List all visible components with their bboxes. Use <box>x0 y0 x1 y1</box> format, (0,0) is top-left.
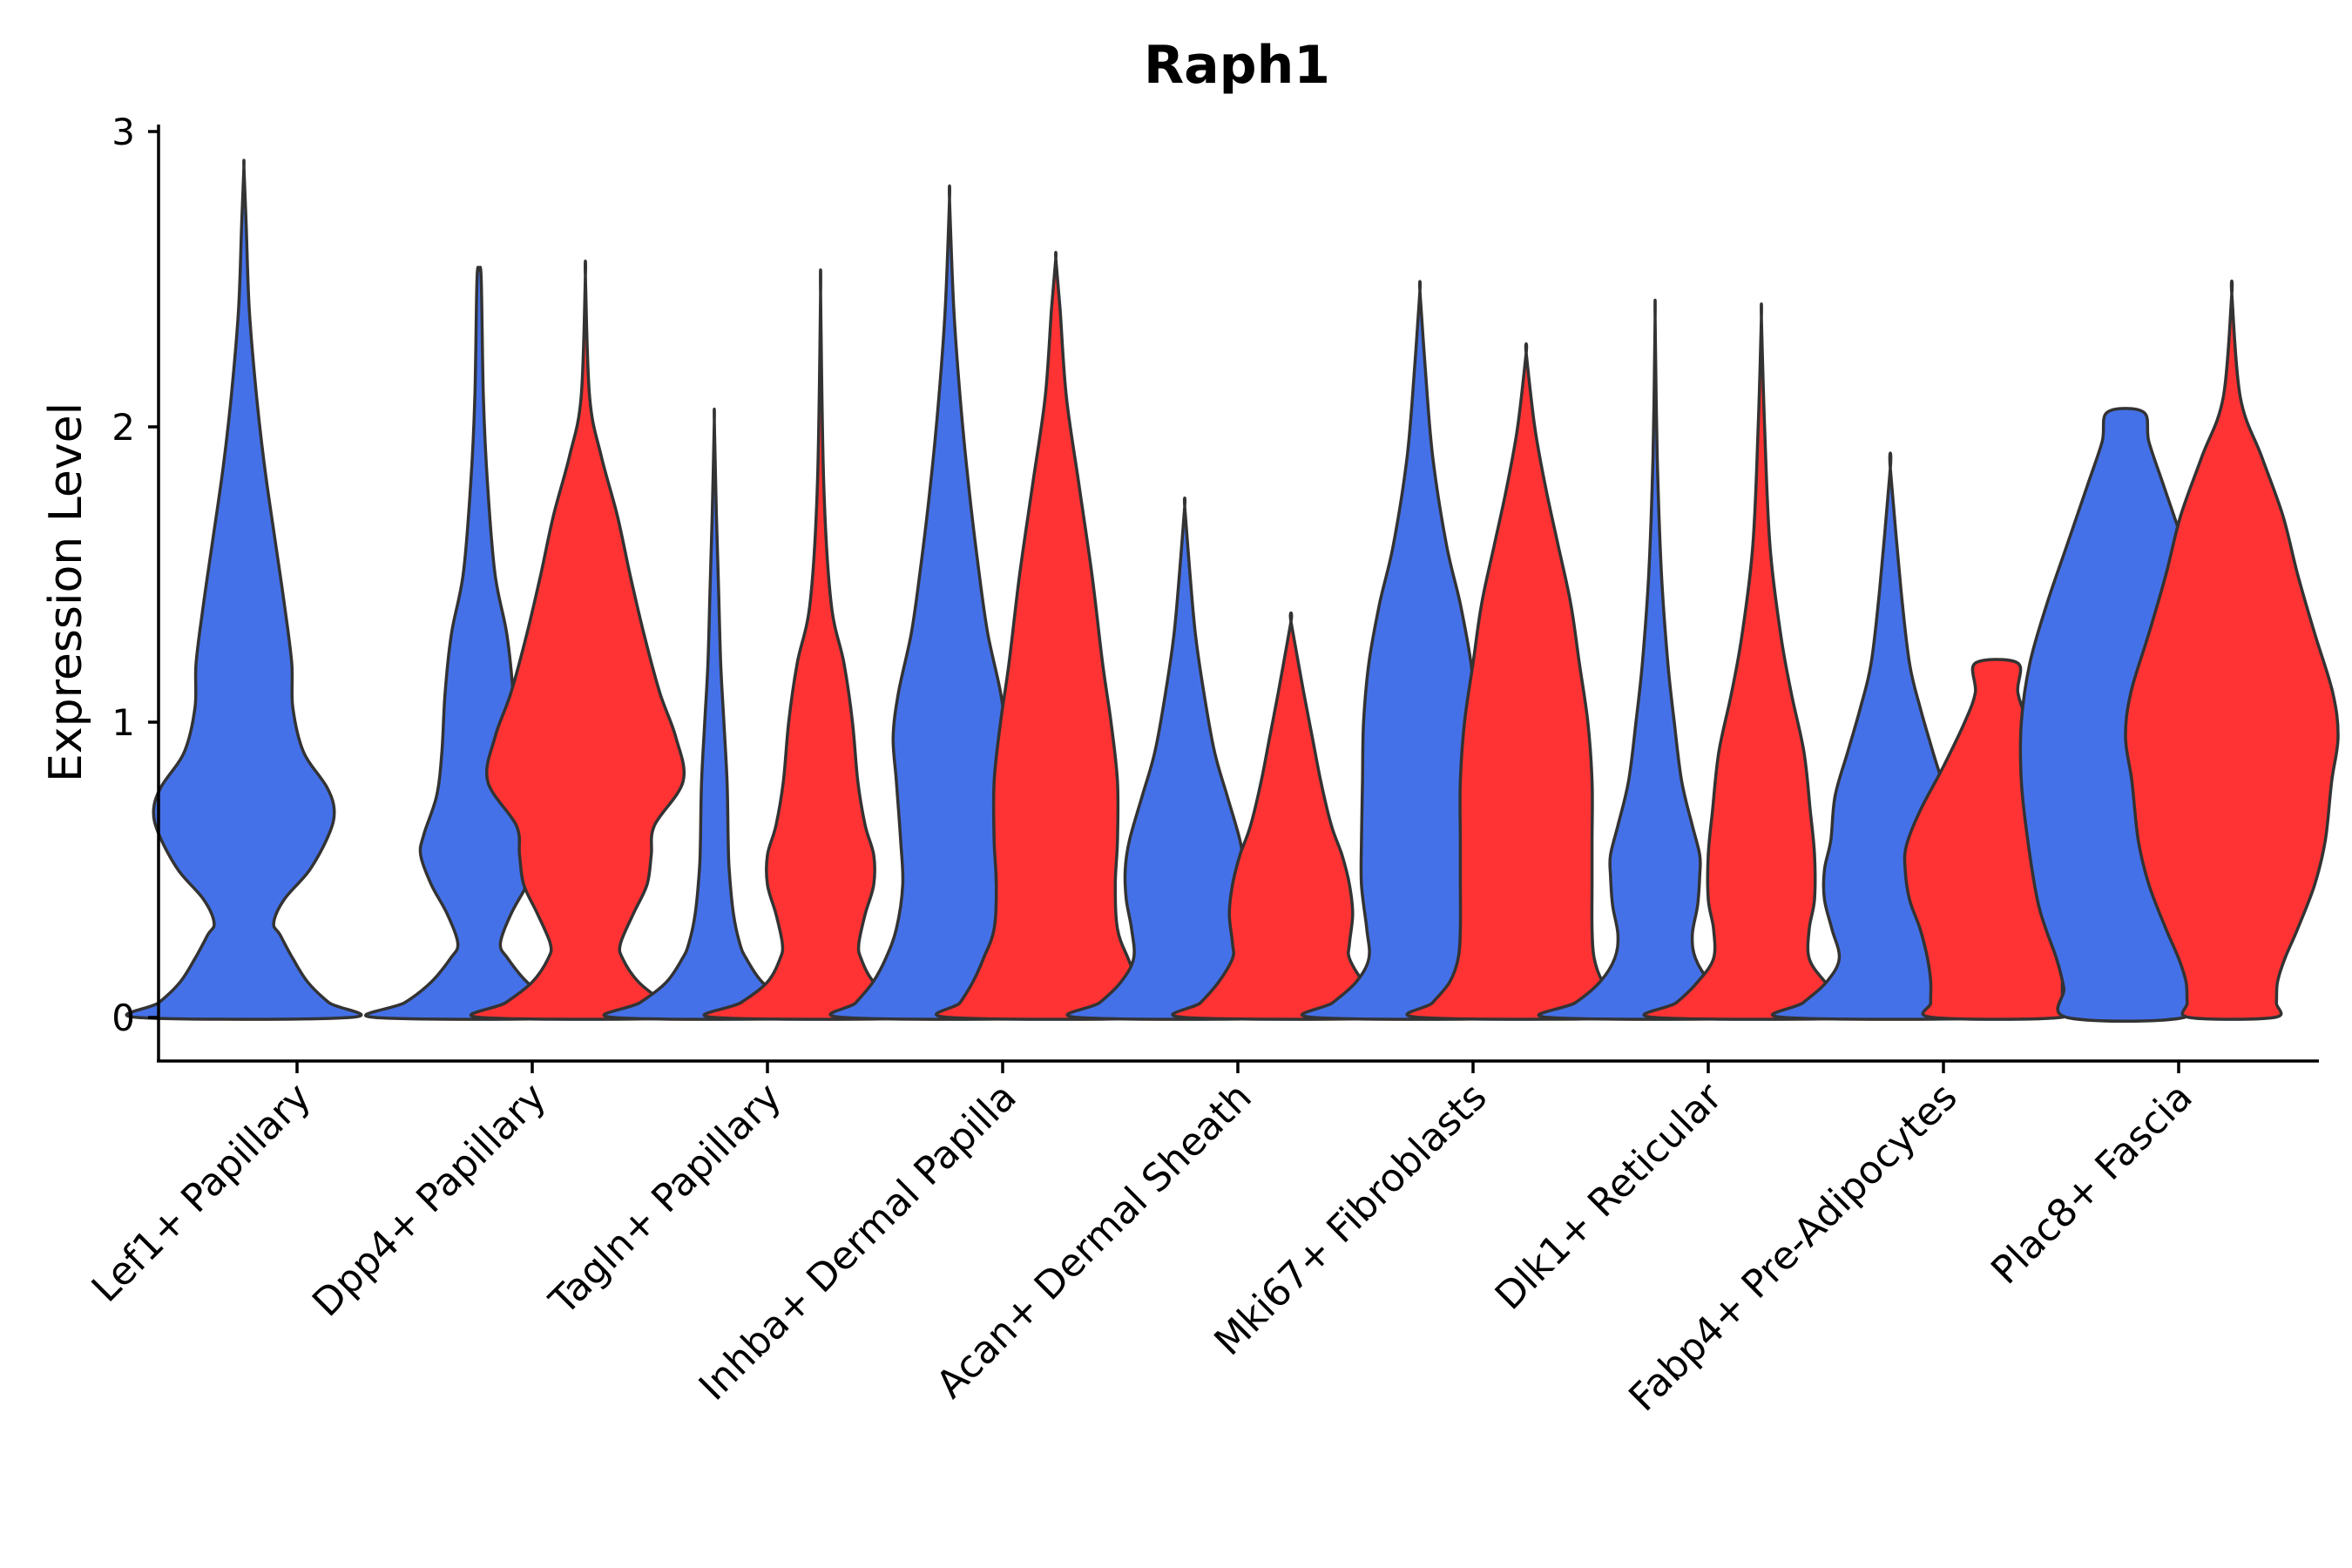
violin-0-group-1 <box>125 159 363 1021</box>
y-ticks: 0 1 2 3 <box>112 111 159 1039</box>
x-tick-label-6: Dlk1+ Reticular <box>1487 1074 1732 1319</box>
y-tick-label-2: 2 <box>112 406 135 449</box>
chart-title: Raph1 <box>1144 35 1330 96</box>
x-tick-label-5: Mki67+ Fibroblasts <box>1206 1075 1495 1364</box>
violin-2-group-1 <box>602 407 827 1021</box>
violin-8-group-2 <box>2124 279 2340 1021</box>
violin-2-group-2 <box>702 268 939 1021</box>
y-tick-label-1: 1 <box>112 701 135 744</box>
violin-3-group-2 <box>935 250 1177 1021</box>
x-tick-label-2: Tagln+ Papillary <box>541 1075 790 1324</box>
y-axis-label: Expression Level <box>40 402 92 782</box>
x-tick-label-8: Plac8+ Fascia <box>1983 1075 2201 1294</box>
violin-4-group-2 <box>1171 611 1411 1021</box>
violins-group <box>125 159 2340 1024</box>
violin-5-group-2 <box>1405 341 1647 1021</box>
violin-6-group-1 <box>1537 298 1774 1021</box>
violin-1-group-2 <box>470 259 701 1021</box>
y-tick-label-0: 0 <box>112 997 135 1039</box>
x-tick-label-0: Lef1+ Papillary <box>84 1075 320 1311</box>
y-tick-label-3: 3 <box>112 111 135 153</box>
violin-6-group-2 <box>1642 302 1881 1021</box>
x-tick-label-1: Dpp4+ Papillary <box>304 1075 555 1326</box>
